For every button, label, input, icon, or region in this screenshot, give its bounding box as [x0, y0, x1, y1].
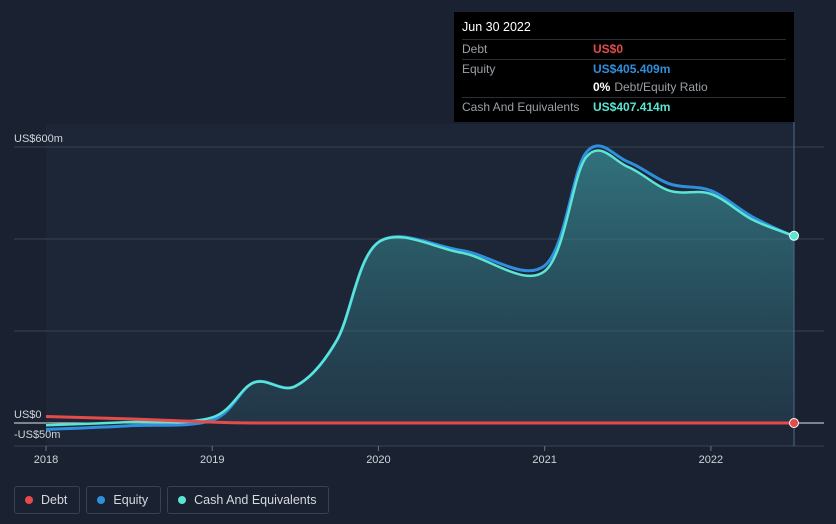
tooltip-cash-value: US$407.414m — [593, 99, 671, 114]
x-tick-label: 2021 — [532, 454, 556, 466]
x-tick-label: 2018 — [34, 454, 58, 466]
x-tick-label: 2022 — [699, 454, 723, 466]
legend-cash-label: Cash And Equivalents — [194, 493, 317, 507]
tooltip-ratio-row: 0% Debt/Equity Ratio — [462, 78, 786, 97]
y-tick-label: -US$50m — [14, 429, 60, 441]
y-tick-label: US$600m — [14, 133, 63, 145]
tooltip-cash-label: Cash And Equivalents — [462, 99, 580, 114]
chart-legend: Debt Equity Cash And Equivalents — [14, 486, 330, 514]
tooltip-panel: Jun 30 2022 Debt US$0 Equity US$405.409m… — [454, 12, 794, 122]
cash-area — [46, 150, 794, 426]
x-tick-label: 2019 — [200, 454, 224, 466]
legend-item-equity[interactable]: Equity — [86, 486, 162, 514]
tooltip-equity-row: Equity US$405.409m — [462, 58, 786, 79]
y-tick-label: US$0 — [14, 409, 42, 421]
x-tick-label: 2020 — [366, 454, 390, 466]
tooltip-equity-value: US$405.409m — [593, 61, 671, 76]
cash-dot-icon — [178, 496, 187, 504]
tooltip-debt-row: Debt US$0 — [462, 39, 786, 59]
tooltip-equity-label: Equity — [462, 61, 496, 76]
debt-marker — [789, 418, 799, 428]
tooltip-cash-row: Cash And Equivalents US$407.414m — [462, 96, 786, 117]
equity-line — [45, 144, 795, 431]
legend-debt-label: Debt — [41, 493, 68, 507]
tooltip-date: Jun 30 2022 — [462, 20, 531, 34]
tooltip-debt-value: US$0 — [593, 42, 624, 57]
tooltip-ratio-value: 0% — [593, 80, 611, 95]
equity-dot-icon — [97, 496, 106, 504]
y-axis: US$600m US$0 -US$50m — [14, 133, 63, 441]
legend-item-cash[interactable]: Cash And Equivalents — [167, 486, 330, 514]
legend-item-debt[interactable]: Debt — [14, 486, 81, 514]
legend-equity-label: Equity — [113, 493, 149, 507]
x-axis: 2018 2019 2020 2021 2022 — [34, 446, 723, 466]
cash-line — [45, 149, 795, 427]
cash-marker — [789, 230, 799, 241]
tooltip-ratio-label: Debt/Equity Ratio — [614, 80, 708, 95]
tooltip-debt-label: Debt — [462, 42, 488, 57]
series-markers — [789, 230, 799, 428]
debt-dot-icon — [25, 496, 33, 504]
debt-line — [45, 415, 794, 425]
